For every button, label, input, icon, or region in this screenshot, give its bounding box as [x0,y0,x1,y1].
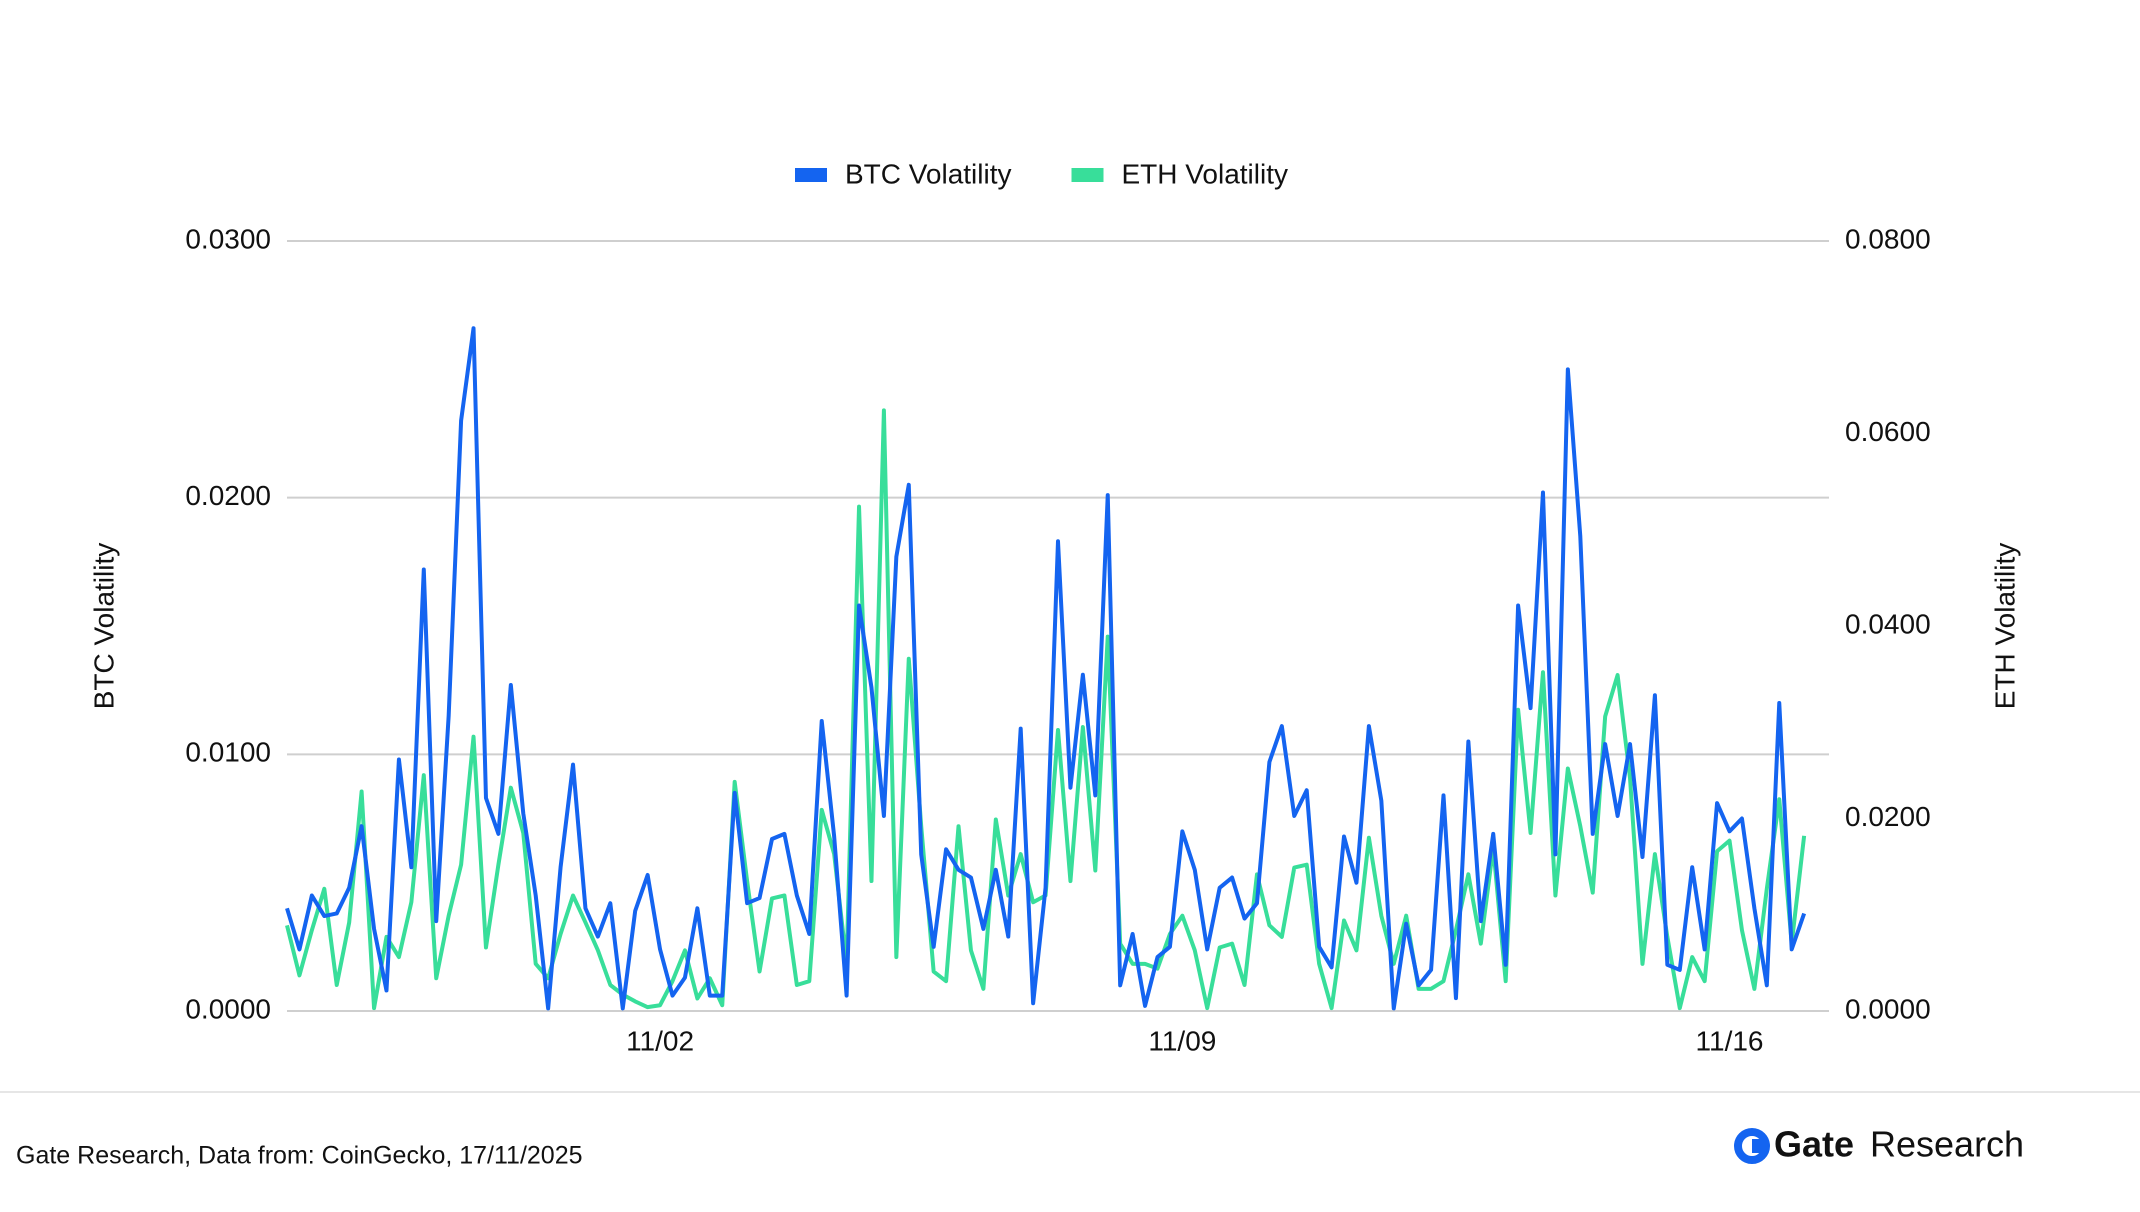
logo-icon-square [1752,1139,1766,1153]
logo-brand: Gate [1774,1124,1854,1165]
legend-swatch [1071,168,1104,182]
y-tick-label: 0.0200 [185,480,271,511]
source-note: Gate Research, Data from: CoinGecko, 17/… [16,1142,583,1170]
x-tick-label: 11/09 [1148,1025,1216,1056]
y-tick-label: 0.0000 [185,993,271,1024]
y2-tick-label: 0.0600 [1845,416,1931,447]
legend-label: BTC Volatility [845,158,1012,189]
y2-tick-label: 0.0000 [1845,993,1931,1024]
x-tick-label: 11/02 [626,1025,694,1056]
legend-swatch [795,168,827,182]
y-tick-label: 0.0300 [185,223,271,254]
brand-logo: Gate Research [1734,1124,2024,1165]
legend-label: ETH Volatility [1122,158,1289,189]
series-line [285,326,1807,1011]
y-axis-title: BTC Volatility [88,543,119,710]
y2-tick-label: 0.0400 [1845,608,1931,639]
y2-axis-title: ETH Volatility [1989,543,2020,710]
logo-suffix: Research [1870,1124,2024,1165]
y-tick-label: 0.0100 [185,737,271,768]
y2-tick-label: 0.0800 [1845,223,1931,254]
y2-tick-label: 0.0200 [1845,801,1931,832]
x-tick-label: 11/16 [1696,1025,1764,1056]
